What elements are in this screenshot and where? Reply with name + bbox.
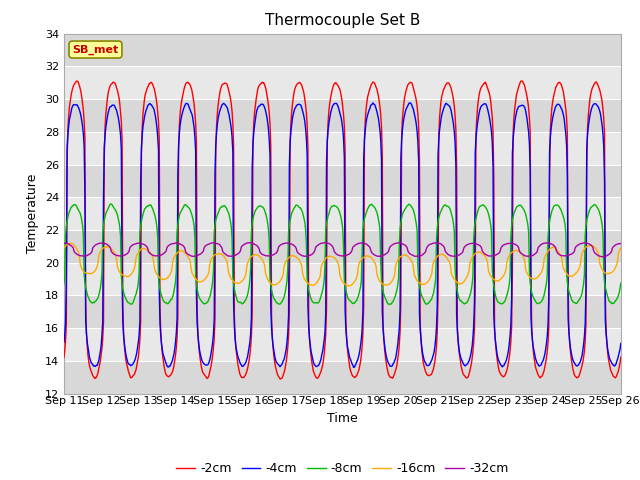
Y-axis label: Temperature: Temperature	[26, 174, 39, 253]
Bar	[64, 34, 621, 66]
-2cm	[428, 372, 435, 377]
-32cm	[246, 240, 253, 246]
-8cm	[385, 301, 393, 307]
Text: SB_met: SB_met	[72, 44, 118, 55]
Bar	[64, 361, 621, 394]
-4cm	[127, 362, 135, 368]
-4cm	[617, 340, 625, 346]
Line: -8cm: -8cm	[64, 204, 621, 304]
-4cm	[350, 364, 358, 370]
-4cm	[428, 357, 436, 363]
-16cm	[60, 245, 68, 251]
-32cm	[127, 243, 135, 249]
-8cm	[60, 281, 68, 287]
-8cm	[617, 280, 625, 286]
Bar	[64, 197, 621, 230]
Bar	[64, 230, 621, 263]
Bar	[64, 165, 621, 197]
Line: -4cm: -4cm	[64, 103, 621, 367]
-32cm	[599, 254, 607, 260]
-32cm	[60, 240, 68, 246]
Bar	[64, 328, 621, 361]
-16cm	[428, 270, 436, 276]
-8cm	[214, 210, 222, 216]
Bar	[64, 99, 621, 132]
Bar	[64, 263, 621, 295]
-8cm	[128, 301, 136, 307]
Bar	[64, 132, 621, 165]
-2cm	[518, 78, 525, 84]
-2cm	[411, 91, 419, 96]
-2cm	[276, 376, 284, 382]
-16cm	[71, 243, 79, 249]
Bar	[64, 295, 621, 328]
-2cm	[617, 354, 625, 360]
-8cm	[412, 217, 419, 223]
-16cm	[214, 251, 222, 256]
-8cm	[185, 205, 193, 211]
X-axis label: Time: Time	[327, 412, 358, 425]
Bar	[64, 66, 621, 99]
-16cm	[65, 240, 73, 246]
-4cm	[406, 100, 413, 106]
-2cm	[184, 79, 192, 85]
-4cm	[70, 102, 78, 108]
-16cm	[617, 245, 625, 251]
-4cm	[412, 117, 419, 123]
Line: -16cm: -16cm	[64, 243, 621, 286]
Line: -2cm: -2cm	[64, 81, 621, 379]
-16cm	[128, 270, 136, 276]
-4cm	[60, 339, 68, 345]
-16cm	[185, 255, 193, 261]
-16cm	[344, 283, 352, 289]
-32cm	[617, 240, 625, 246]
-32cm	[411, 253, 419, 259]
-2cm	[214, 110, 221, 116]
-16cm	[412, 275, 419, 281]
-32cm	[184, 252, 192, 257]
-8cm	[70, 202, 78, 207]
-4cm	[214, 121, 221, 127]
Legend: -2cm, -4cm, -8cm, -16cm, -32cm: -2cm, -4cm, -8cm, -16cm, -32cm	[172, 457, 513, 480]
-32cm	[70, 248, 78, 254]
-2cm	[60, 354, 68, 360]
Title: Thermocouple Set B: Thermocouple Set B	[265, 13, 420, 28]
-2cm	[127, 374, 135, 380]
-8cm	[428, 296, 436, 301]
Line: -32cm: -32cm	[64, 243, 621, 257]
-2cm	[70, 82, 78, 87]
-8cm	[107, 201, 115, 207]
-32cm	[214, 241, 221, 247]
-4cm	[184, 101, 192, 107]
-32cm	[428, 241, 435, 247]
